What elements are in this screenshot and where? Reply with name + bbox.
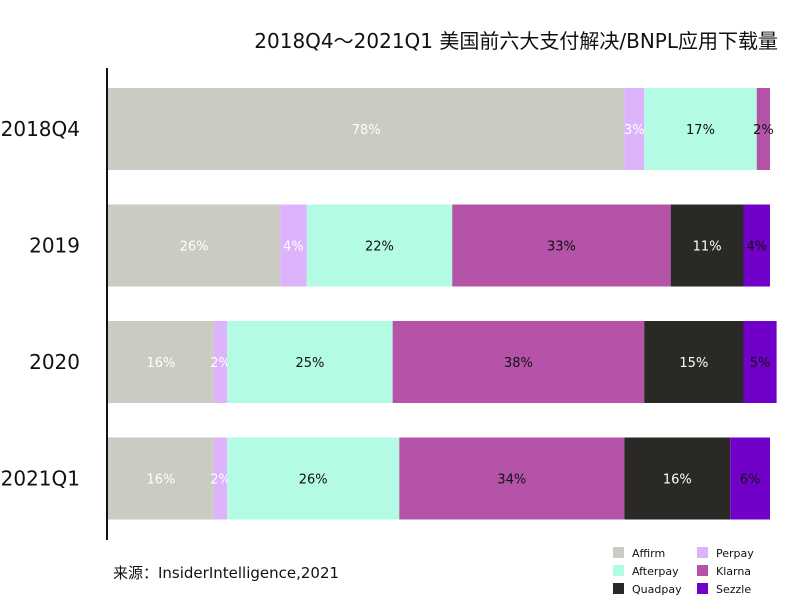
data-label-klarna-2019: 33% <box>547 240 576 255</box>
legend-swatch-afterpay <box>613 565 624 576</box>
bar-quadpay-2021Q1 <box>624 437 731 520</box>
bar-klarna-2018Q4 <box>756 88 770 170</box>
bar-afterpay-2018Q4 <box>644 88 757 170</box>
data-label-klarna-2018Q4: 2% <box>753 123 774 138</box>
bar-klarna-2021Q1 <box>399 437 625 520</box>
legend-label-afterpay: Afterpay <box>632 565 679 578</box>
legend-label-klarna: Klarna <box>716 565 751 578</box>
data-label-sezzle-2019: 4% <box>746 240 767 255</box>
bar-sezzle-2020 <box>743 321 777 403</box>
bar-klarna-2020 <box>392 321 645 403</box>
data-label-perpay-2021Q1: 2% <box>210 473 231 488</box>
data-label-perpay-2018Q4: 3% <box>624 123 645 138</box>
data-label-affirm-2018Q4: 78% <box>352 123 381 138</box>
bar-affirm-2021Q1 <box>108 437 214 520</box>
bar-afterpay-2021Q1 <box>227 437 400 520</box>
legend-label-affirm: Affirm <box>632 547 665 560</box>
legend-label-perpay: Perpay <box>716 547 754 560</box>
data-label-sezzle-2020: 5% <box>750 356 771 371</box>
bar-klarna-2019 <box>452 204 671 287</box>
bar-afterpay-2020 <box>227 321 393 403</box>
bar-perpay-2018Q4 <box>624 88 645 170</box>
data-label-klarna-2020: 38% <box>504 356 533 371</box>
data-label-quadpay-2020: 15% <box>679 356 708 371</box>
legend-swatch-affirm <box>613 547 624 558</box>
data-label-affirm-2020: 16% <box>147 356 176 371</box>
data-label-sezzle-2021Q1: 6% <box>740 473 761 488</box>
data-label-afterpay-2018Q4: 17% <box>686 123 715 138</box>
legend-swatch-perpay <box>697 547 708 558</box>
data-label-perpay-2020: 2% <box>210 356 231 371</box>
legend-label-quadpay: Quadpay <box>632 583 682 596</box>
bar-sezzle-2019 <box>743 204 770 287</box>
category-label-2021Q1: 2021Q1 <box>1 467 80 491</box>
chart-title: 2018Q4～2021Q1 美国前六大支付解决/BNPL应用下载量 <box>254 29 778 53</box>
data-label-perpay-2019: 4% <box>283 240 304 255</box>
bar-perpay-2020 <box>213 321 228 403</box>
bar-quadpay-2020 <box>644 321 744 403</box>
bar-sezzle-2021Q1 <box>730 437 770 520</box>
bar-perpay-2019 <box>280 204 307 287</box>
category-label-2018Q4: 2018Q4 <box>1 117 80 141</box>
data-label-affirm-2019: 26% <box>180 240 209 255</box>
category-labels: 2018Q4 2019 2020 2021Q1 <box>1 117 80 491</box>
data-label-quadpay-2019: 11% <box>693 240 722 255</box>
legend-label-sezzle: Sezzle <box>716 583 751 596</box>
bar-affirm-2020 <box>108 321 214 403</box>
bar-perpay-2021Q1 <box>213 437 228 520</box>
bar-afterpay-2019 <box>306 204 453 287</box>
legend-swatch-sezzle <box>697 583 708 594</box>
data-label-quadpay-2021Q1: 16% <box>663 473 692 488</box>
data-label-klarna-2021Q1: 34% <box>497 473 526 488</box>
data-label-affirm-2021Q1: 16% <box>147 473 176 488</box>
category-label-2020: 2020 <box>29 350 80 374</box>
bars-group: 78% 3% 17% 2% 26% 4% 22% 33% 11% 4% 16% 2% 25% 38% 15%… <box>108 88 777 520</box>
source-note: 来源：InsiderIntelligence,2021 <box>113 564 339 582</box>
legend: Affirm Perpay Afterpay Klarna Quadpay Sezzle <box>613 547 754 596</box>
category-label-2019: 2019 <box>29 234 80 258</box>
legend-swatch-klarna <box>697 565 708 576</box>
bar-affirm-2019 <box>108 204 281 287</box>
bar-affirm-2018Q4 <box>108 88 625 170</box>
data-label-afterpay-2019: 22% <box>365 240 394 255</box>
data-label-afterpay-2021Q1: 26% <box>299 473 328 488</box>
legend-swatch-quadpay <box>613 583 624 594</box>
bar-quadpay-2019 <box>670 204 744 287</box>
data-label-afterpay-2020: 25% <box>295 356 324 371</box>
